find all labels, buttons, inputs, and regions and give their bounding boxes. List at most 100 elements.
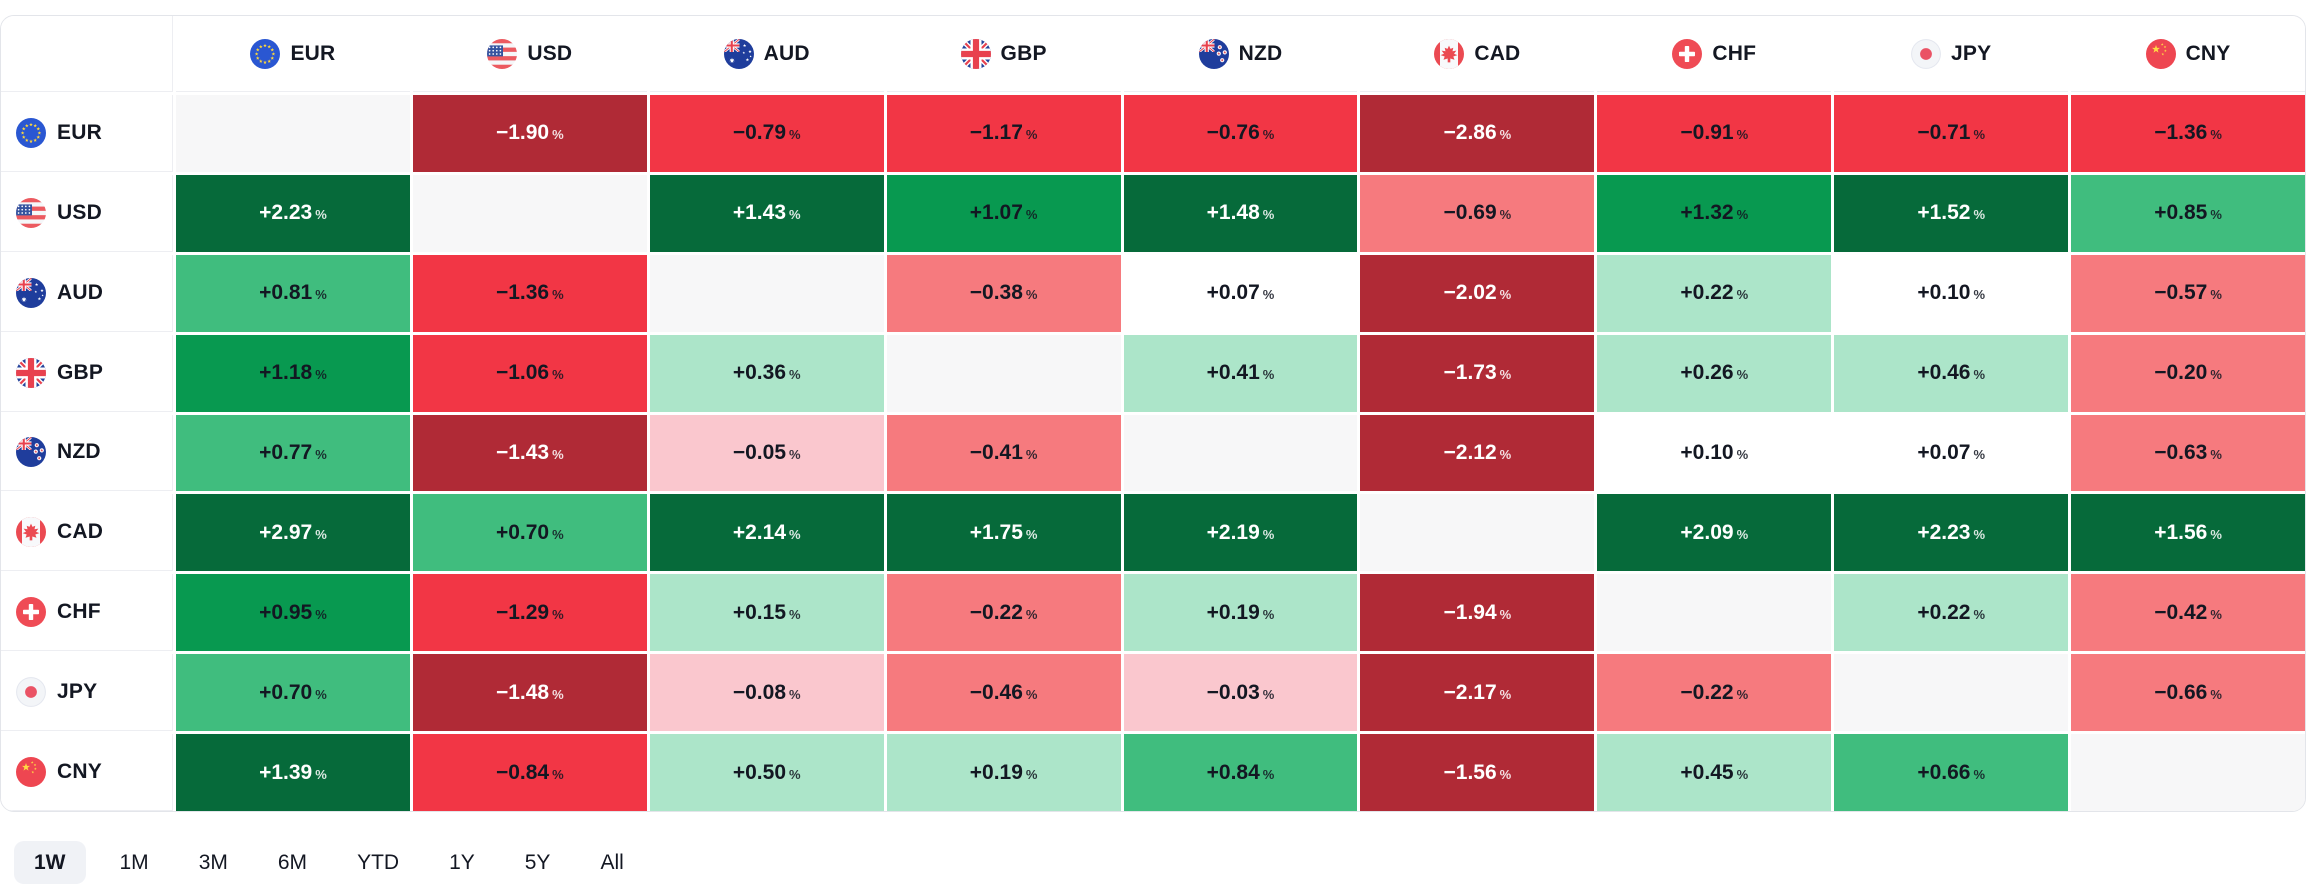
cell-value: +0.95 [259,600,313,624]
cell-value-wrap: +0.41% [1207,361,1275,385]
heatmap-cell-chf-jpy[interactable]: +0.22% [1834,574,2069,652]
heatmap-cell-chf-aud[interactable]: +0.15% [649,574,884,652]
period-button-3m[interactable]: 3M [183,841,244,884]
heatmap-cell-nzd-jpy[interactable]: +0.07% [1834,414,2069,492]
heatmap-cell-chf-cny[interactable]: −0.42% [2071,574,2305,652]
heatmap-cell-aud-gbp[interactable]: −0.38% [886,254,1121,332]
row-header-label: CNY [57,760,102,784]
heatmap-cell-jpy-usd[interactable]: −1.48% [412,654,647,732]
heatmap-cell-gbp-chf[interactable]: +0.26% [1597,334,1832,412]
heatmap-cell-gbp-usd[interactable]: −1.06% [412,334,647,412]
heatmap-cell-cad-aud[interactable]: +2.14% [649,494,884,572]
period-button-1y[interactable]: 1Y [433,841,491,884]
heatmap-cell-eur-nzd[interactable]: −0.76% [1123,95,1358,172]
period-button-1m[interactable]: 1M [104,841,165,884]
row-header-label: NZD [57,440,101,464]
heatmap-cell-cny-eur[interactable]: +1.39% [176,734,410,811]
heatmap-cell-cny-usd[interactable]: −0.84% [412,734,647,811]
period-button-6m[interactable]: 6M [262,841,323,884]
heatmap-cell-eur-aud[interactable]: −0.79% [649,95,884,172]
cell-value: +0.22 [1917,600,1971,624]
period-button-1w[interactable]: 1W [14,841,86,885]
heatmap-cell-chf-usd[interactable]: −1.29% [412,574,647,652]
heatmap-cell-nzd-gbp[interactable]: −0.41% [886,414,1121,492]
heatmap-cell-gbp-nzd[interactable]: +0.41% [1123,334,1358,412]
heatmap-cell-usd-chf[interactable]: +1.32% [1597,174,1832,252]
heatmap-cell-eur-cad[interactable]: −2.86% [1360,95,1595,172]
heatmap-cell-usd-jpy[interactable]: +1.52% [1834,174,2069,252]
heatmap-cell-aud-nzd[interactable]: +0.07% [1123,254,1358,332]
heatmap-cell-aud-eur[interactable]: +0.81% [176,254,410,332]
heatmap-cell-jpy-cny[interactable]: −0.66% [2071,654,2305,732]
heatmap-cell-jpy-aud[interactable]: −0.08% [649,654,884,732]
heatmap-cell-aud-chf[interactable]: +0.22% [1597,254,1832,332]
heatmap-cell-usd-eur[interactable]: +2.23% [176,174,410,252]
heatmap-cell-gbp-aud[interactable]: +0.36% [649,334,884,412]
percent-suffix: % [1736,287,1749,303]
heatmap-cell-cny-chf[interactable]: +0.45% [1597,734,1832,811]
heatmap-cell-gbp-cny[interactable]: −0.20% [2071,334,2305,412]
percent-suffix: % [1973,606,1986,622]
heatmap-cell-nzd-cny[interactable]: −0.63% [2071,414,2305,492]
heatmap-cell-eur-usd[interactable]: −1.90% [412,95,647,172]
heatmap-cell-chf-nzd[interactable]: +0.19% [1123,574,1358,652]
heatmap-cell-cad-usd[interactable]: +0.70% [412,494,647,572]
heatmap-cell-chf-cad[interactable]: −1.94% [1360,574,1595,652]
heatmap-cell-aud-cny[interactable]: −0.57% [2071,254,2305,332]
heatmap-cell-aud-cad[interactable]: −2.02% [1360,254,1595,332]
heatmap-cell-nzd-usd[interactable]: −1.43% [412,414,647,492]
heatmap-cell-usd-usd-empty [412,174,647,252]
heatmap-cell-cny-jpy[interactable]: +0.66% [1834,734,2069,811]
heatmap-cell-usd-nzd[interactable]: +1.48% [1123,174,1358,252]
cell-value: −1.06 [495,361,550,385]
heatmap-cell-jpy-cad[interactable]: −2.17% [1360,654,1595,732]
heatmap-cell-eur-jpy[interactable]: −0.71% [1834,95,2069,172]
heatmap-cell-nzd-nzd-empty [1123,414,1358,492]
heatmap-cell-gbp-eur[interactable]: +1.18% [176,334,410,412]
heatmap-cell-cny-aud[interactable]: +0.50% [649,734,884,811]
heatmap-cell-usd-cny[interactable]: +0.85% [2071,174,2305,252]
heatmap-cell-eur-gbp[interactable]: −1.17% [886,95,1121,172]
heatmap-cell-cad-jpy[interactable]: +2.23% [1834,494,2069,572]
percent-suffix: % [315,367,327,383]
heatmap-cell-chf-gbp[interactable]: −0.22% [886,574,1121,652]
heatmap-cell-chf-eur[interactable]: +0.95% [176,574,410,652]
heatmap-cell-cny-cad[interactable]: −1.56% [1360,734,1595,811]
heatmap-cell-eur-chf[interactable]: −0.91% [1597,95,1832,172]
heatmap-cell-jpy-chf[interactable]: −0.22% [1597,654,1832,732]
eur-flag-icon [16,117,46,148]
heatmap-cell-cad-cny[interactable]: +1.56% [2071,494,2305,572]
heatmap-cell-cny-gbp[interactable]: +0.19% [886,734,1121,811]
heatmap-cell-aud-jpy[interactable]: +0.10% [1834,254,2069,332]
cell-value: +1.43 [732,201,786,225]
heatmap-cell-nzd-chf[interactable]: +0.10% [1597,414,1832,492]
percent-suffix: % [315,207,327,223]
heatmap-cell-gbp-jpy[interactable]: +0.46% [1834,334,2069,412]
heatmap-cell-nzd-aud[interactable]: −0.05% [649,414,884,492]
heatmap-cell-jpy-eur[interactable]: +0.70% [176,654,410,732]
heatmap-cell-cad-nzd[interactable]: +2.19% [1123,494,1358,572]
heatmap-cell-usd-aud[interactable]: +1.43% [649,174,884,252]
heatmap-cell-usd-gbp[interactable]: +1.07% [886,174,1121,252]
heatmap-cell-usd-cad[interactable]: −0.69% [1360,174,1595,252]
period-button-5y[interactable]: 5Y [509,841,567,884]
jpy-flag-icon [1911,38,1942,69]
heatmap-cell-jpy-gbp[interactable]: −0.46% [886,654,1121,732]
heatmap-cell-nzd-cad[interactable]: −2.12% [1360,414,1595,492]
period-button-all[interactable]: All [584,841,639,884]
heatmap-cell-eur-cny[interactable]: −1.36% [2071,95,2305,172]
heatmap-cell-jpy-nzd[interactable]: −0.03% [1123,654,1358,732]
heatmap-cell-nzd-eur[interactable]: +0.77% [176,414,410,492]
cell-value: −0.57 [2154,281,2208,305]
heatmap-cell-cny-nzd[interactable]: +0.84% [1123,734,1358,811]
period-button-ytd[interactable]: YTD [341,841,415,884]
heatmap-cell-cad-eur[interactable]: +2.97% [176,494,410,572]
heatmap-cell-gbp-cad[interactable]: −1.73% [1360,334,1595,412]
heatmap-cell-cad-chf[interactable]: +2.09% [1597,494,1832,572]
percent-suffix: % [1973,446,1986,462]
heatmap-cell-aud-usd[interactable]: −1.36% [412,254,647,332]
cell-value: −0.76 [1206,121,1260,145]
cell-value-wrap: +1.75% [970,521,1038,545]
heatmap-cell-cad-gbp[interactable]: +1.75% [886,494,1121,572]
percent-suffix: % [552,686,564,702]
